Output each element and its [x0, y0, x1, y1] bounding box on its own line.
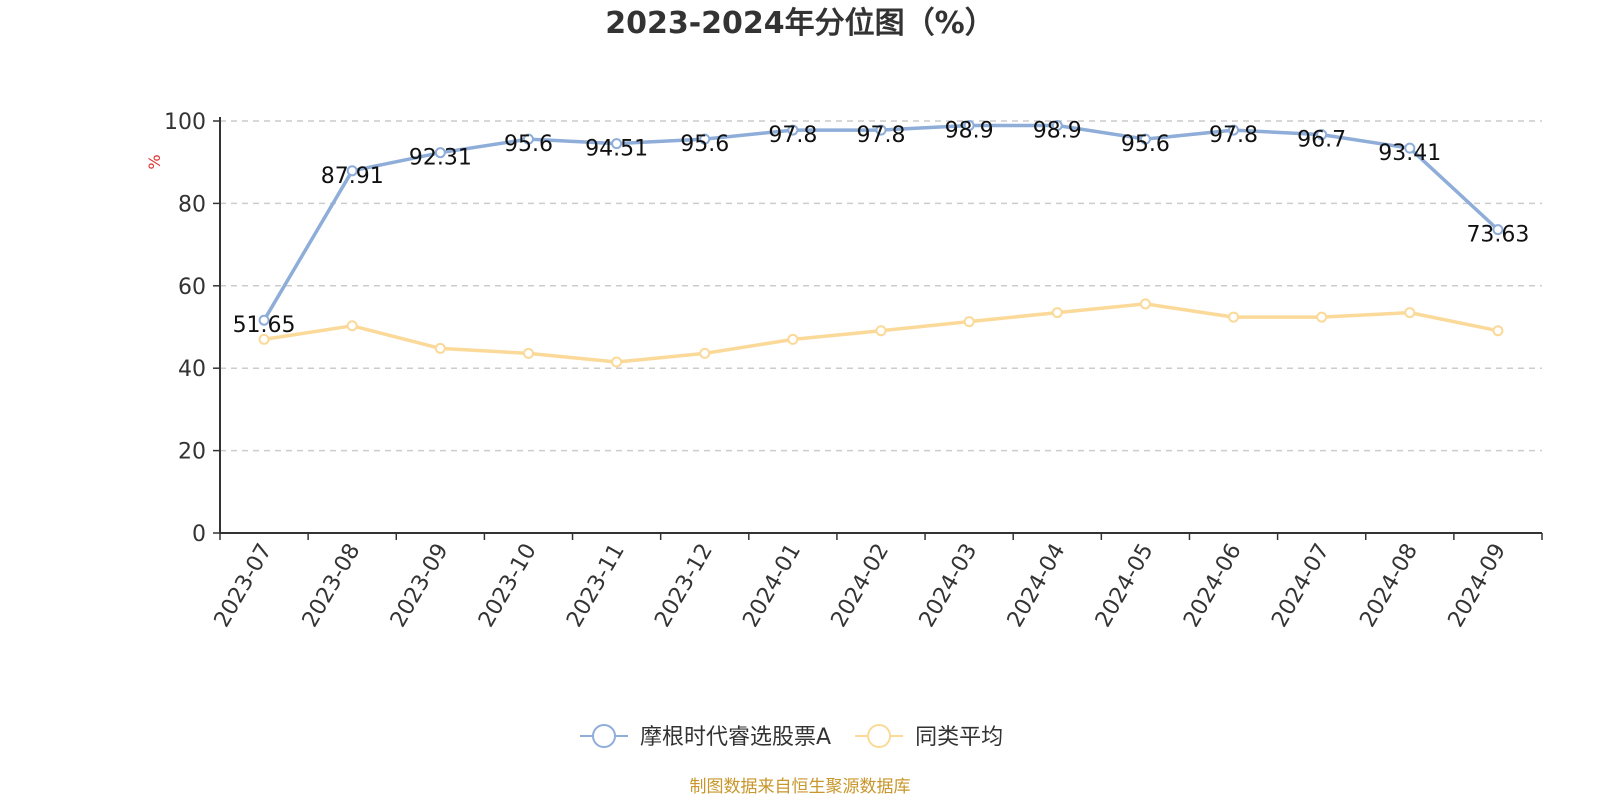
series-1-point-2023-10[interactable] — [522, 347, 534, 359]
x-tick-label-2023-09: 2023-09 — [386, 540, 454, 632]
legend-label-0: 摩根时代睿选股票A — [640, 725, 831, 750]
series-0-point-2024-09[interactable] — [1492, 224, 1504, 236]
data-label-2023-08: 87.91 — [321, 164, 384, 189]
data-label-2023-10: 95.6 — [504, 132, 553, 157]
series-1-point-2023-11[interactable] — [611, 356, 623, 368]
y-tick-label-20: 20 — [178, 440, 206, 465]
series-1-point-2023-12[interactable] — [699, 347, 711, 359]
x-tick-label-2023-10: 2023-10 — [474, 540, 542, 632]
x-tick-label-2024-08: 2024-08 — [1355, 540, 1423, 632]
y-tick-label-60: 60 — [178, 275, 206, 300]
data-label-2023-11: 94.51 — [585, 137, 648, 162]
y-axis-unit: % — [145, 154, 164, 169]
series-1-point-2024-02[interactable] — [875, 325, 887, 337]
legend-item-0[interactable]: 摩根时代睿选股票A — [580, 724, 831, 750]
data-labels: 51.65 87.91 92.31 95.6 94.51 95.6 97.8 97.8 98.9… — [233, 119, 1530, 339]
series-0-point-2024-03[interactable] — [963, 120, 975, 132]
series-0-point-2023-10[interactable] — [522, 133, 534, 145]
series-1-point-2024-09[interactable] — [1492, 325, 1504, 337]
series-0-point-2024-04[interactable] — [1051, 120, 1063, 132]
x-tick-label-2023-07: 2023-07 — [210, 540, 278, 632]
data-label-2024-04: 98.9 — [1033, 119, 1082, 144]
series-1-point-2024-08[interactable] — [1404, 307, 1416, 319]
data-label-2024-01: 97.8 — [768, 123, 817, 148]
series-1-point-2024-03[interactable] — [963, 316, 975, 328]
chart-title: 2023-2024年分位图（%） — [605, 6, 995, 41]
series-0-point-2023-07[interactable] — [258, 314, 270, 326]
data-label-2024-05: 95.6 — [1121, 132, 1170, 157]
series-layer — [258, 120, 1504, 368]
series-0-point-2024-06[interactable] — [1228, 124, 1240, 136]
series-0-point-2023-12[interactable] — [699, 133, 711, 145]
y-tick-label-80: 80 — [178, 192, 206, 217]
series-0-point-2024-07[interactable] — [1316, 129, 1328, 141]
legend-label-1: 同类平均 — [915, 725, 1003, 750]
series-1-point-2023-09[interactable] — [434, 342, 446, 354]
series-1-point-2024-05[interactable] — [1139, 298, 1151, 310]
series-0-point-2024-05[interactable] — [1139, 133, 1151, 145]
grid-lines — [220, 120, 1542, 452]
series-0-point-2023-08[interactable] — [346, 165, 358, 177]
x-tick-label-2023-12: 2023-12 — [650, 540, 718, 632]
data-label-2023-09: 92.31 — [409, 146, 472, 171]
data-label-2023-07: 51.65 — [233, 313, 296, 338]
series-1-point-2024-04[interactable] — [1051, 307, 1063, 319]
data-label-2023-12: 95.6 — [680, 132, 729, 157]
legend-item-1[interactable]: 同类平均 — [855, 724, 1003, 750]
data-label-2024-09: 73.63 — [1466, 223, 1529, 248]
series-1-point-2024-07[interactable] — [1316, 311, 1328, 323]
data-label-2024-07: 96.7 — [1297, 128, 1346, 153]
series-0-point-2024-01[interactable] — [787, 124, 799, 136]
series-1-point-2023-08[interactable] — [346, 320, 358, 332]
data-label-2024-03: 98.9 — [945, 119, 994, 144]
series-1-point-2023-07[interactable] — [258, 333, 270, 345]
x-tick-label-2024-07: 2024-07 — [1267, 540, 1335, 632]
data-label-2024-06: 97.8 — [1209, 123, 1258, 148]
data-label-2024-08: 93.41 — [1378, 141, 1441, 166]
series-0-point-2023-09[interactable] — [434, 147, 446, 159]
data-label-2024-02: 97.8 — [857, 123, 906, 148]
x-tick-label-2024-09: 2024-09 — [1444, 540, 1512, 632]
x-tick-label-2023-08: 2023-08 — [298, 540, 366, 632]
x-tick-label-2024-02: 2024-02 — [827, 540, 895, 632]
x-tick-label-2024-06: 2024-06 — [1179, 540, 1247, 632]
series-1-point-2024-06[interactable] — [1228, 311, 1240, 323]
y-tick-label-100: 100 — [164, 110, 206, 135]
y-axis: 0 20 40 60 80 100 — [164, 110, 221, 547]
x-tick-label-2024-01: 2024-01 — [738, 540, 806, 632]
x-axis: 2023-07 2023-08 2023-09 2023-10 2023-11 2023-… — [210, 532, 1543, 632]
series-0-point-2024-02[interactable] — [875, 124, 887, 136]
series-0-point-2024-08[interactable] — [1404, 142, 1416, 154]
legend[interactable]: 摩根时代睿选股票A 同类平均 — [580, 724, 1003, 750]
x-tick-label-2024-05: 2024-05 — [1091, 540, 1159, 632]
source-note: 制图数据来自恒生聚源数据库 — [690, 777, 911, 797]
y-tick-label-40: 40 — [178, 357, 206, 382]
series-1-point-2024-01[interactable] — [787, 333, 799, 345]
x-tick-label-2024-03: 2024-03 — [915, 539, 983, 631]
x-tick-label-2023-11: 2023-11 — [562, 540, 630, 632]
series-0-point-2023-11[interactable] — [611, 138, 623, 150]
y-tick-label-0: 0 — [192, 522, 206, 547]
x-tick-label-2024-04: 2024-04 — [1003, 540, 1071, 632]
legend-marker-1 — [867, 724, 892, 748]
legend-marker-0 — [592, 724, 616, 748]
